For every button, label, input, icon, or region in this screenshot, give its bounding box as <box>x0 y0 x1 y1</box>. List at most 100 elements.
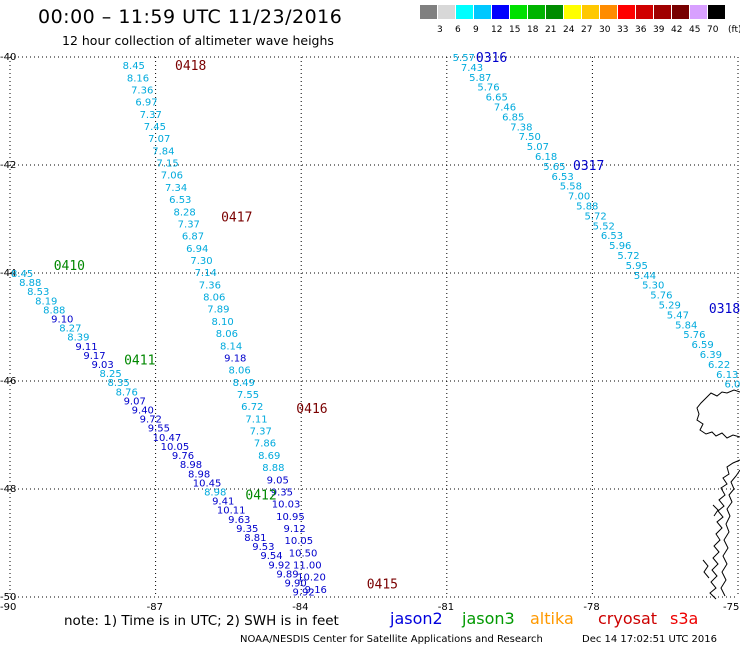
wave-height-value: 9.92 <box>292 588 314 599</box>
wave-height-value: 7.07 <box>148 134 170 145</box>
wave-height-value: 6.59 <box>691 340 713 351</box>
pass-label: 0415 <box>367 578 398 593</box>
wave-height-value: 5.72 <box>584 211 606 222</box>
wave-height-value: 7.86 <box>254 439 276 450</box>
scale-label: 42 <box>671 25 683 35</box>
wave-height-value: 9.07 <box>124 396 146 407</box>
wave-height-value: 10.05 <box>161 442 190 453</box>
wave-height-value: 6.08 <box>724 380 740 391</box>
wave-height-value: 7.37 <box>178 220 200 231</box>
wave-height-value: 10.45 <box>193 478 222 489</box>
footnote: note: 1) Time is in UTC; 2) SWH is in fe… <box>64 613 339 629</box>
pass-label: 0410 <box>54 259 85 274</box>
wave-height-value: 11.00 <box>293 561 322 572</box>
wave-height-value: 8.81 <box>244 533 266 544</box>
wave-height-value: 9.10 <box>51 315 73 326</box>
wave-height-value: 8.25 <box>99 369 121 380</box>
scale-swatch <box>690 5 707 19</box>
wave-height-value: 5.52 <box>593 221 615 232</box>
wave-height-value: 7.06 <box>161 171 183 182</box>
wave-height-value: 9.12 <box>283 524 305 535</box>
scale-label: 45 <box>689 25 701 35</box>
scale-swatch <box>672 5 689 19</box>
pass-labels: 0418 0417 0416 0415 0410 0411 0412 0316 0317 0318 <box>54 51 740 593</box>
latitude-label: -40 <box>0 52 16 63</box>
wave-height-value: 8.88 <box>19 278 41 289</box>
wave-height-value: 5.76 <box>477 83 499 94</box>
mission-jason2: jason2 <box>390 609 443 628</box>
wave-height-value: 9.03 <box>91 360 113 371</box>
lat-lon-grid <box>9 56 739 598</box>
mission-jason3: jason3 <box>462 609 515 628</box>
wave-height-value: 7.45 <box>144 122 166 133</box>
wave-height-value: 8.49 <box>233 378 255 389</box>
wave-height-value: 6.94 <box>186 244 208 255</box>
wave-height-value: 6.65 <box>486 93 508 104</box>
wave-height-value: 6.53 <box>169 195 191 206</box>
pass-label: 0317 <box>573 159 604 174</box>
scale-label: 15 <box>509 25 521 35</box>
pass-label: 0318 <box>709 302 740 317</box>
longitude-label: -78 <box>583 602 599 613</box>
wave-height-value: 5.76 <box>650 291 672 302</box>
wave-height-value: 6.39 <box>700 350 722 361</box>
wave-height-value: 9.35 <box>236 524 258 535</box>
wave-height-value: 5.07 <box>527 142 549 153</box>
longitude-label: -75 <box>723 602 739 613</box>
wave-height-value: 6.85 <box>502 112 524 123</box>
wave-height-value: 8.06 <box>203 293 225 304</box>
wave-height-value: 7.00 <box>568 192 590 203</box>
axis-labels: -40 -42 -44 -46 -48 -50-90 -87 -84 -81 -78 -75 <box>0 52 739 613</box>
wave-height-value: 7.36 <box>131 86 153 97</box>
wave-height-value: 8.27 <box>59 324 81 335</box>
wave-height-value: 5.72 <box>617 251 639 262</box>
wave-height-value: 9.18 <box>224 354 246 365</box>
map-subtitle: 12 hour collection of altimeter wave hei… <box>62 33 334 48</box>
wave-height-value: 7.50 <box>519 132 541 143</box>
wave-height-value: 5.87 <box>469 73 491 84</box>
scale-swatch <box>492 5 509 19</box>
scale-label: 9 <box>473 25 479 35</box>
wave-height-value: 7.43 <box>461 63 483 74</box>
wave-height-value: 5.57 <box>453 53 475 64</box>
scale-swatch <box>528 5 545 19</box>
scale-swatch <box>510 5 527 19</box>
wave-height-value: 5.84 <box>675 320 697 331</box>
scale-label: 39 <box>653 25 665 35</box>
coastline <box>696 389 740 600</box>
wave-height-value: 7.89 <box>207 305 229 316</box>
wave-height-value: 8.14 <box>220 341 242 352</box>
scale-label: 24 <box>563 25 575 35</box>
altimeter-tracks: 8.458.167.366.977.377.457.077.847.157.06… <box>11 53 740 599</box>
scale-swatch <box>582 5 599 19</box>
wave-height-value: 5.30 <box>642 281 664 292</box>
pass-label: 0411 <box>124 353 155 368</box>
wave-height-value: 9.05 <box>267 475 289 486</box>
scale-swatch <box>618 5 635 19</box>
wave-height-value: 8.06 <box>228 366 250 377</box>
wave-height-value: 7.30 <box>190 256 212 267</box>
wave-height-value: 9.17 <box>83 351 105 362</box>
scale-swatch <box>564 5 581 19</box>
scale-label: 30 <box>599 25 611 35</box>
wave-height-value: 6.87 <box>182 232 204 243</box>
wave-height-value: 7.46 <box>494 103 516 114</box>
wave-height-value: 9.89 <box>276 569 298 580</box>
wave-height-value: 6.72 <box>241 402 263 413</box>
wave-height-value: 7.37 <box>250 427 272 438</box>
scale-label: 6 <box>455 25 461 35</box>
wave-height-value: 10.95 <box>276 512 305 523</box>
scale-swatch <box>474 5 491 19</box>
wave-height-value: 10.05 <box>284 536 313 547</box>
wave-height-value: 6.53 <box>551 172 573 183</box>
pass-label: 0412 <box>245 488 276 503</box>
wave-height-value: 7.15 <box>156 159 178 170</box>
wave-height-value: 8.53 <box>27 287 49 298</box>
latitude-label: -42 <box>0 160 16 171</box>
wave-height-value: 7.14 <box>195 268 217 279</box>
wave-height-value: 8.76 <box>116 387 138 398</box>
latitude-label: -50 <box>0 592 16 603</box>
wave-height-value: 7.37 <box>140 110 162 121</box>
longitude-label: -81 <box>438 602 454 613</box>
